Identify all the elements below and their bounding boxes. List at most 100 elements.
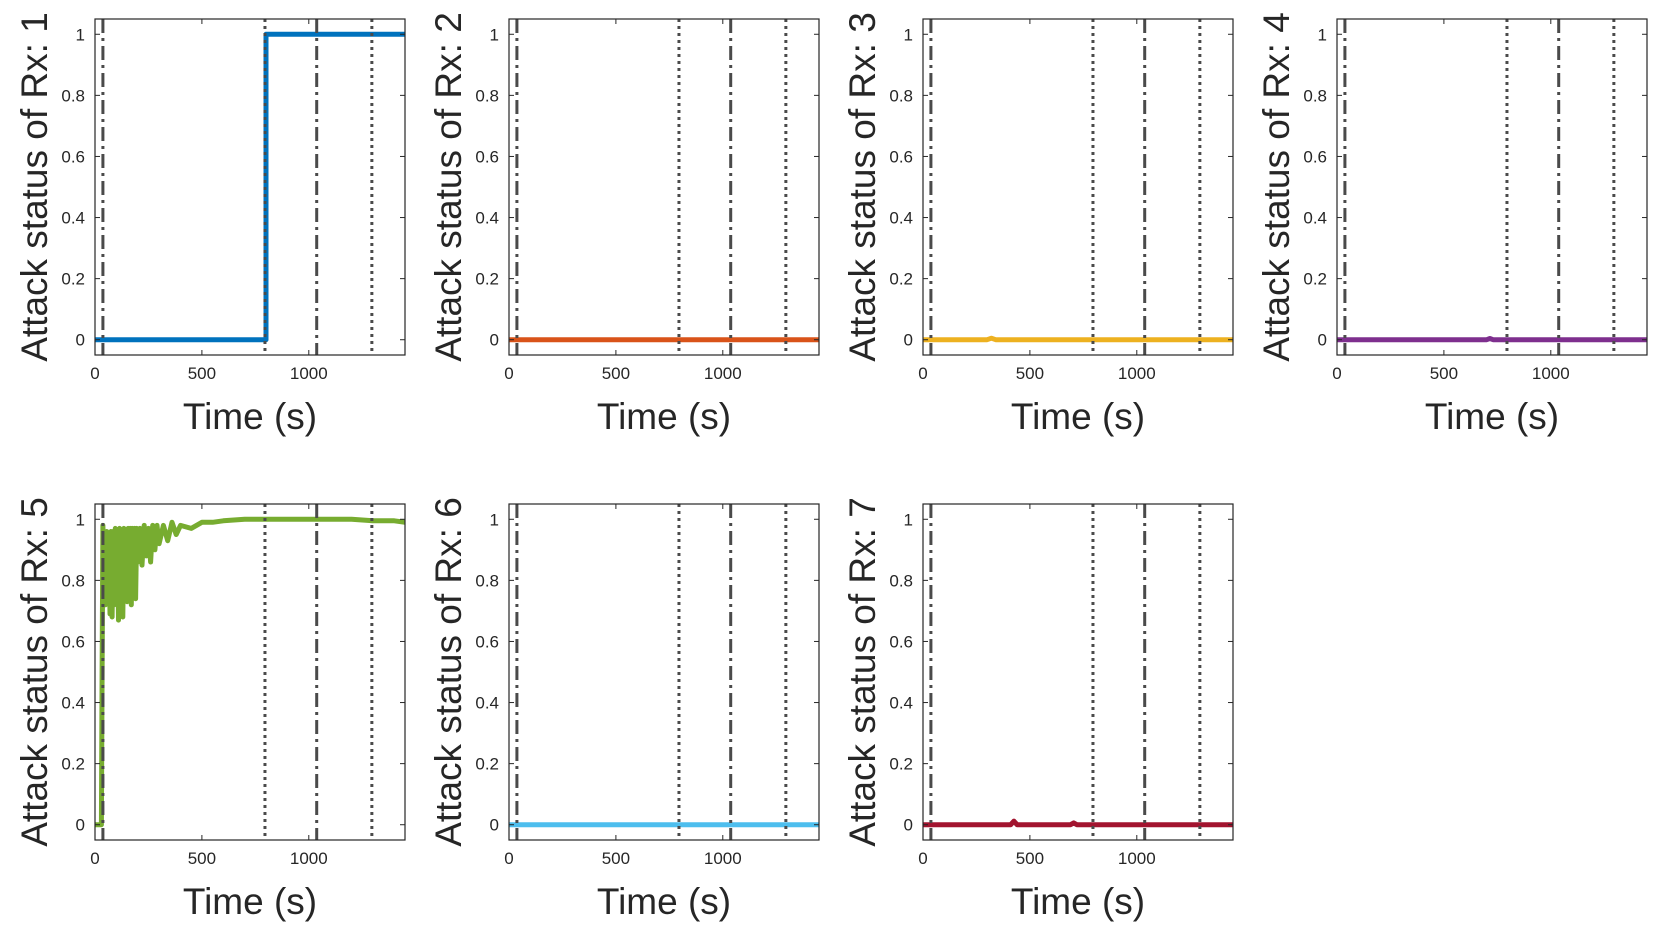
y-tick-label: 0.8 xyxy=(61,86,85,105)
chart-panel-rx-6: 0 500 1000 0 0.2 0.4 0.6 0.8 1 Time (s) Attack sta… xyxy=(428,497,820,922)
y-tick-label: 0.6 xyxy=(889,632,913,651)
plot-area xyxy=(95,504,405,840)
y-tick-label: 0.2 xyxy=(61,270,85,289)
axes-box xyxy=(1336,18,1648,356)
y-tick-label: 0.2 xyxy=(475,755,499,774)
y-tick-label: 0.8 xyxy=(889,86,913,105)
x-tick-label: 1000 xyxy=(704,364,742,383)
x-tick-label: 1000 xyxy=(1118,849,1156,868)
x-tick-label: 0 xyxy=(504,364,513,383)
plot-area xyxy=(509,19,819,355)
y-tick-label: 0 xyxy=(490,331,499,350)
x-tick-label: 0 xyxy=(90,364,99,383)
y-tick-label: 0.6 xyxy=(61,632,85,651)
y-tick-label: 1 xyxy=(490,510,499,529)
y-tick-label: 0.2 xyxy=(61,755,85,774)
x-tick-label: 0 xyxy=(918,364,927,383)
x-tick-label: 500 xyxy=(602,364,630,383)
y-tick-label: 0.8 xyxy=(889,571,913,590)
x-tick-label: 500 xyxy=(1016,364,1044,383)
axes-box xyxy=(922,503,1234,841)
axes-box xyxy=(508,503,820,841)
x-tick-label: 500 xyxy=(602,849,630,868)
x-tick-label: 1000 xyxy=(290,849,328,868)
x-tick-label: 500 xyxy=(188,364,216,383)
series-line-rx-4 xyxy=(1337,336,1647,343)
y-axis-label: Attack status of Rx: 1 xyxy=(14,12,55,362)
x-axis-label: Time (s) xyxy=(183,396,317,437)
y-tick-label: 0.2 xyxy=(889,270,913,289)
x-tick-label: 0 xyxy=(90,849,99,868)
y-axis-label: Attack status of Rx: 5 xyxy=(14,497,55,847)
y-axis-label: Attack status of Rx: 7 xyxy=(842,497,883,847)
series-line-rx-3 xyxy=(923,335,1233,343)
x-tick-label: 500 xyxy=(1430,364,1458,383)
chart-panel-rx-3: 0 500 1000 0 0.2 0.4 0.6 0.8 1 Time (s) Attack sta… xyxy=(842,12,1234,437)
series-line-rx-7 xyxy=(923,818,1233,828)
x-tick-label: 500 xyxy=(1016,849,1044,868)
x-axis-label: Time (s) xyxy=(1425,396,1559,437)
y-tick-label: 0.2 xyxy=(1303,270,1327,289)
x-tick-label: 0 xyxy=(1332,364,1341,383)
y-tick-label: 0 xyxy=(76,331,85,350)
y-tick-label: 1 xyxy=(904,510,913,529)
y-tick-label: 0.6 xyxy=(1303,147,1327,166)
y-tick-label: 0.4 xyxy=(1303,209,1327,228)
x-tick-label: 0 xyxy=(504,849,513,868)
y-axis-label: Attack status of Rx: 6 xyxy=(428,497,469,847)
y-tick-label: 0.6 xyxy=(475,632,499,651)
chart-panel-rx-5: 0 500 1000 0 0.2 0.4 0.6 0.8 1 Time (s) Attack sta… xyxy=(14,497,406,922)
x-tick-label: 1000 xyxy=(1118,364,1156,383)
y-tick-label: 0.4 xyxy=(61,694,85,713)
y-tick-label: 0.6 xyxy=(61,147,85,166)
x-axis-label: Time (s) xyxy=(597,396,731,437)
x-tick-label: 1000 xyxy=(704,849,742,868)
y-axis-label: Attack status of Rx: 4 xyxy=(1256,12,1297,362)
axes-box xyxy=(922,18,1234,356)
y-tick-label: 0.2 xyxy=(889,755,913,774)
y-tick-label: 1 xyxy=(904,25,913,44)
y-tick-label: 0.4 xyxy=(475,694,499,713)
x-axis-label: Time (s) xyxy=(1011,881,1145,922)
y-tick-label: 1 xyxy=(1318,25,1327,44)
x-axis-label: Time (s) xyxy=(597,881,731,922)
chart-panel-rx-4: 0 500 1000 0 0.2 0.4 0.6 0.8 1 Time (s) Attack sta… xyxy=(1256,12,1648,437)
y-axis-label: Attack status of Rx: 2 xyxy=(428,12,469,362)
y-tick-label: 0 xyxy=(904,816,913,835)
y-tick-label: 0 xyxy=(76,816,85,835)
y-tick-label: 1 xyxy=(76,25,85,44)
y-tick-label: 0 xyxy=(490,816,499,835)
y-tick-label: 0.8 xyxy=(61,571,85,590)
y-tick-label: 0.4 xyxy=(475,209,499,228)
y-tick-label: 0.4 xyxy=(889,694,913,713)
x-tick-label: 1000 xyxy=(290,364,328,383)
y-tick-label: 0.6 xyxy=(475,147,499,166)
y-tick-label: 1 xyxy=(76,510,85,529)
chart-panel-rx-2: 0 500 1000 0 0.2 0.4 0.6 0.8 1 Time (s) Attack sta… xyxy=(428,12,820,437)
plot-area xyxy=(923,504,1233,840)
plot-area xyxy=(509,504,819,840)
chart-panel-rx-7: 0 500 1000 0 0.2 0.4 0.6 0.8 1 Time (s) Attack sta… xyxy=(842,497,1234,922)
y-tick-label: 0.2 xyxy=(475,270,499,289)
chart-panel-rx-1: 0 500 1000 0 0.2 0.4 0.6 0.8 1 Time (s) Attack sta… xyxy=(14,12,406,437)
x-tick-label: 0 xyxy=(918,849,927,868)
plot-area xyxy=(95,19,405,355)
plot-area xyxy=(1337,19,1647,355)
plot-area xyxy=(923,19,1233,355)
axes-box xyxy=(94,503,406,841)
x-tick-label: 500 xyxy=(188,849,216,868)
y-tick-label: 0.8 xyxy=(475,86,499,105)
y-axis-label: Attack status of Rx: 3 xyxy=(842,12,883,362)
y-tick-label: 0.8 xyxy=(1303,86,1327,105)
axes-box xyxy=(508,18,820,356)
y-tick-label: 0.4 xyxy=(889,209,913,228)
y-tick-label: 0.8 xyxy=(475,571,499,590)
y-tick-label: 0 xyxy=(904,331,913,350)
axes-box xyxy=(94,18,406,356)
x-axis-label: Time (s) xyxy=(1011,396,1145,437)
y-tick-label: 0 xyxy=(1318,331,1327,350)
y-tick-label: 1 xyxy=(490,25,499,44)
y-tick-label: 0.6 xyxy=(889,147,913,166)
series-line-rx-5 xyxy=(95,516,405,828)
